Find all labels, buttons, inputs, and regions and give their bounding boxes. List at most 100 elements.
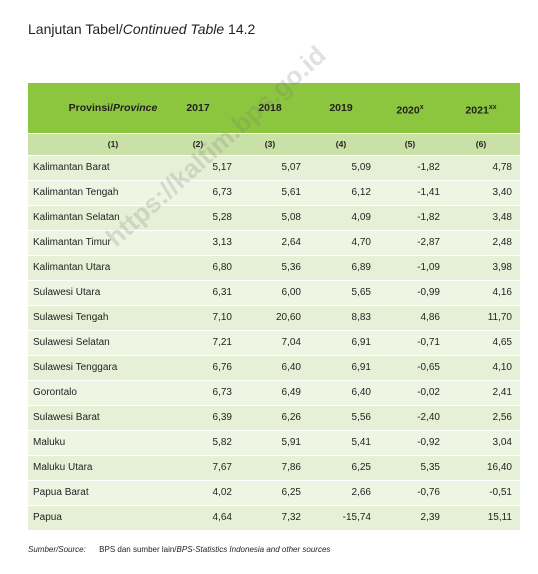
column-header-sup: xx — [488, 104, 497, 111]
footer-text: BPS dan sumber lain/ — [99, 545, 177, 554]
value-cell: 4,09 — [351, 212, 371, 223]
value-cell: 5,08 — [281, 212, 301, 223]
value-cell: 5,41 — [351, 437, 371, 448]
value-cell: 5,82 — [212, 437, 232, 448]
value-cell: 4,86 — [420, 312, 440, 323]
title-text: Lanjutan Tabel/ — [28, 21, 123, 37]
province-cell: Kalimantan Tengah — [33, 187, 119, 198]
value-cell: 6,25 — [281, 487, 301, 498]
value-cell: 4,02 — [212, 487, 232, 498]
value-cell: 7,32 — [281, 512, 301, 523]
value-cell: 5,91 — [281, 437, 301, 448]
value-cell: 6,76 — [212, 362, 232, 373]
table-row: Papua 4,64 7,32 -15,74 2,39 15,11 — [28, 506, 520, 531]
column-header: 2020x — [380, 83, 440, 136]
value-cell: -2,87 — [417, 237, 440, 248]
table-row: Papua Barat 4,02 6,25 2,66 -0,76 -0,51 — [28, 481, 520, 506]
value-cell: 4,10 — [492, 362, 512, 373]
province-cell: Papua Barat — [33, 487, 89, 498]
table-row: Maluku 5,82 5,91 5,41 -0,92 3,04 — [28, 431, 520, 456]
column-number: (3) — [264, 139, 276, 149]
table-row: Maluku Utara 7,67 7,86 6,25 5,35 16,40 — [28, 456, 520, 481]
value-cell: 2,64 — [281, 237, 301, 248]
column-header-italic: Province — [113, 102, 158, 114]
value-cell: -0,51 — [489, 487, 512, 498]
column-header: 2018 — [240, 83, 300, 133]
title-italic: Continued Table — [122, 21, 225, 37]
value-cell: 2,56 — [492, 412, 512, 423]
column-number: (4) — [335, 139, 347, 149]
value-cell: 6,80 — [212, 262, 232, 273]
value-cell: -0,99 — [417, 287, 440, 298]
value-cell: 6,40 — [351, 387, 371, 398]
value-cell: 8,83 — [351, 312, 371, 323]
title: Lanjutan Tabel/Continued Table 14.2 — [28, 21, 255, 37]
header-row: Provinsi/Province 2017 2018 2019 2020x 2021xx — [28, 83, 520, 134]
province-cell: Kalimantan Selatan — [33, 212, 120, 223]
table-row: Kalimantan Barat 5,17 5,07 5,09 -1,82 4,78 — [28, 156, 520, 181]
value-cell: -0,65 — [417, 362, 440, 373]
value-cell: 4,65 — [492, 337, 512, 348]
value-cell: 3,48 — [492, 212, 512, 223]
number-row: (1) (2) (3) (4) (5) (6) — [28, 134, 520, 156]
value-cell: 5,07 — [281, 162, 301, 173]
footer: Sumber/Source: BPS dan sumber lain/BPS-S… — [28, 545, 330, 554]
value-cell: -0,92 — [417, 437, 440, 448]
column-header: 2021xx — [451, 83, 511, 136]
value-cell: 7,86 — [281, 462, 301, 473]
value-cell: -2,40 — [417, 412, 440, 423]
value-cell: -0,71 — [417, 337, 440, 348]
value-cell: 5,09 — [351, 162, 371, 173]
value-cell: 5,61 — [281, 187, 301, 198]
value-cell: 5,65 — [351, 287, 371, 298]
value-cell: 7,67 — [212, 462, 232, 473]
value-cell: 3,98 — [492, 262, 512, 273]
value-cell: 3,04 — [492, 437, 512, 448]
province-cell: Maluku — [33, 437, 66, 448]
value-cell: 3,13 — [212, 237, 232, 248]
table-row: Sulawesi Tengah 7,10 20,60 8,83 4,86 11,70 — [28, 306, 520, 331]
value-cell: 2,41 — [492, 387, 512, 398]
column-header-text: 2018 — [258, 102, 282, 114]
value-cell: 7,04 — [281, 337, 301, 348]
value-cell: 5,28 — [212, 212, 232, 223]
province-cell: Sulawesi Selatan — [33, 337, 110, 348]
value-cell: 15,11 — [487, 512, 512, 523]
footer-italic: BPS-Statistics Indonesia and other sourc… — [176, 545, 331, 554]
value-cell: -1,82 — [417, 162, 440, 173]
value-cell: 6,73 — [212, 187, 232, 198]
value-cell: 4,16 — [492, 287, 512, 298]
province-cell: Kalimantan Barat — [33, 162, 110, 173]
province-cell: Kalimantan Timur — [33, 237, 111, 248]
value-cell: 6,91 — [351, 362, 371, 373]
column-header-sup: x — [419, 104, 424, 111]
column-header: 2017 — [168, 83, 228, 133]
title-tail: 14.2 — [224, 21, 256, 37]
value-cell: 4,64 — [212, 512, 232, 523]
value-cell: -15,74 — [342, 512, 371, 523]
province-cell: Kalimantan Utara — [33, 262, 111, 273]
value-cell: 6,39 — [212, 412, 232, 423]
column-header-text: 2017 — [186, 102, 210, 114]
table-row: Kalimantan Tengah 6,73 5,61 6,12 -1,41 3,40 — [28, 181, 520, 206]
value-cell: 6,26 — [281, 412, 301, 423]
value-cell: 2,48 — [492, 237, 512, 248]
province-cell: Maluku Utara — [33, 462, 93, 473]
table-row: Sulawesi Barat 6,39 6,26 5,56 -2,40 2,56 — [28, 406, 520, 431]
table-row: Sulawesi Tenggara 6,76 6,40 6,91 -0,65 4,10 — [28, 356, 520, 381]
value-cell: -1,82 — [417, 212, 440, 223]
value-cell: 6,40 — [281, 362, 301, 373]
value-cell: 5,17 — [212, 162, 232, 173]
value-cell: -1,09 — [417, 262, 440, 273]
table: Provinsi/Province 2017 2018 2019 2020x 2021xx… — [28, 83, 520, 531]
table-row: Sulawesi Selatan 7,21 7,04 6,91 -0,71 4,65 — [28, 331, 520, 356]
value-cell: 6,00 — [281, 287, 301, 298]
value-cell: 11,70 — [487, 312, 512, 323]
value-cell: 5,36 — [281, 262, 301, 273]
column-header-text: Provinsi/ — [68, 102, 113, 114]
value-cell: 5,35 — [420, 462, 440, 473]
value-cell: 6,73 — [212, 387, 232, 398]
value-cell: 5,56 — [351, 412, 371, 423]
value-cell: 6,31 — [212, 287, 232, 298]
